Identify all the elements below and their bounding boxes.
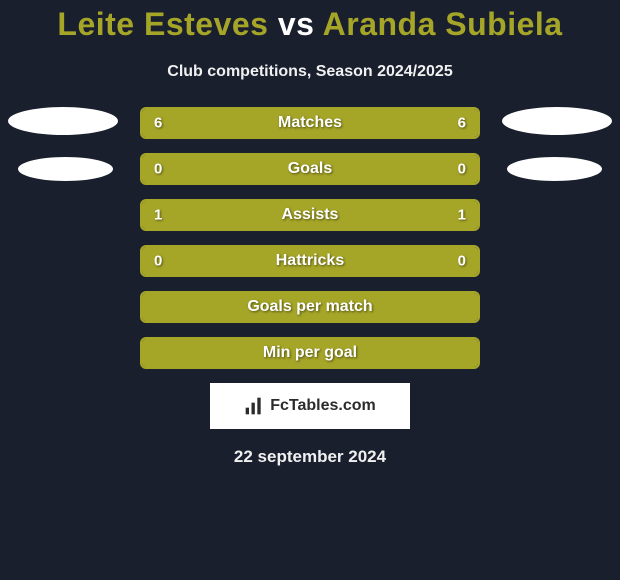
stat-value-right: 6 bbox=[458, 115, 466, 132]
stat-row: 0 0 Hattricks bbox=[140, 245, 480, 277]
stat-fill-right bbox=[310, 155, 478, 183]
stat-value-left: 1 bbox=[154, 207, 162, 224]
player1-marker-icon bbox=[8, 107, 118, 135]
stat-row: Min per goal bbox=[140, 337, 480, 369]
stat-label: Assists bbox=[282, 206, 339, 224]
stat-row: 1 1 Assists bbox=[140, 199, 480, 231]
player2-name: Aranda Subiela bbox=[323, 6, 563, 42]
player2-marker-icon bbox=[502, 107, 612, 135]
player1-name: Leite Esteves bbox=[57, 6, 268, 42]
stat-value-right: 1 bbox=[458, 207, 466, 224]
stat-label: Goals bbox=[288, 160, 332, 178]
comparison-card: Leite Esteves vs Aranda Subiela Club com… bbox=[0, 0, 620, 467]
stat-label: Goals per match bbox=[247, 298, 372, 316]
brand-box: FcTables.com bbox=[210, 383, 410, 429]
stat-row: 0 0 Goals bbox=[140, 153, 480, 185]
stat-value-right: 0 bbox=[458, 253, 466, 270]
stat-value-left: 0 bbox=[154, 253, 162, 270]
stat-value-right: 0 bbox=[458, 161, 466, 178]
date-text: 22 september 2024 bbox=[0, 447, 620, 467]
stat-label: Matches bbox=[278, 114, 342, 132]
stat-row: Goals per match bbox=[140, 291, 480, 323]
stat-fill-left bbox=[142, 155, 310, 183]
chart-icon bbox=[244, 396, 264, 416]
stat-label: Min per goal bbox=[263, 344, 357, 362]
stat-value-left: 0 bbox=[154, 161, 162, 178]
brand-text: FcTables.com bbox=[270, 397, 376, 415]
stat-row: 6 6 Matches bbox=[140, 107, 480, 139]
page-title: Leite Esteves vs Aranda Subiela bbox=[0, 6, 620, 43]
player1-marker-icon bbox=[18, 157, 113, 181]
vs-text: vs bbox=[278, 6, 315, 42]
subtitle: Club competitions, Season 2024/2025 bbox=[0, 63, 620, 81]
stat-value-left: 6 bbox=[154, 115, 162, 132]
stats-area: 6 6 Matches 0 0 Goals 1 1 Assists 0 0 Hattricks Goal… bbox=[0, 107, 620, 369]
player2-marker-icon bbox=[507, 157, 602, 181]
stat-label: Hattricks bbox=[276, 252, 344, 270]
